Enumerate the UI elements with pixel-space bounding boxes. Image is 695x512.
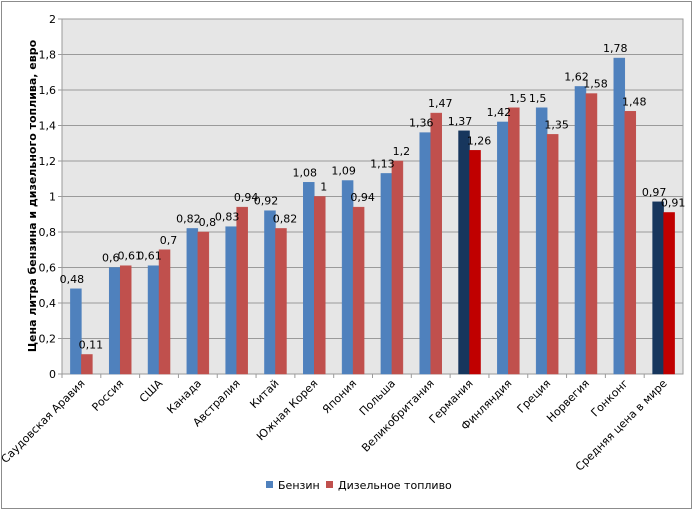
y-tick-label: 1,4: [39, 120, 57, 133]
data-label: 1,78: [603, 42, 628, 55]
bar-petrol: [186, 228, 199, 375]
y-tick-label: 0,6: [39, 262, 57, 275]
bar-diesel: [430, 112, 442, 375]
legend-label-diesel: Дизельное топливо: [338, 479, 452, 492]
bar-diesel: [119, 265, 132, 375]
data-label: 1,5: [509, 92, 527, 105]
bar-diesel: [546, 134, 559, 375]
bar-diesel: [236, 206, 248, 375]
data-label: 1,2: [393, 145, 411, 158]
category-label: США: [137, 377, 166, 406]
data-label: 0,91: [661, 196, 686, 209]
bar-diesel: [508, 107, 520, 375]
bars: [70, 57, 675, 375]
y-tick-label: 0,2: [39, 333, 57, 346]
x-axis-categories: Саудовская Аравия Россия США КанадаАвстрали…: [0, 377, 670, 474]
legend: Бензин Дизельное топливо: [266, 479, 452, 492]
bar-diesel: [352, 206, 365, 375]
data-label: 1,48: [622, 95, 647, 108]
category-label: Саудовская Аравия: [0, 377, 88, 466]
data-label: 1,26: [467, 134, 492, 147]
data-label: 1,08: [293, 166, 318, 179]
bar-petrol: [341, 180, 354, 375]
category-label: Норвегия: [544, 377, 592, 425]
bar-diesel: [391, 160, 404, 375]
data-label: 0,97: [642, 186, 667, 199]
bar-petrol: [70, 288, 82, 375]
data-label: 1,62: [564, 70, 589, 83]
y-tick-label: 1,2: [39, 155, 57, 168]
data-label: 1,5: [529, 92, 547, 105]
bar-petrol: [419, 132, 431, 375]
bar-petrol: [458, 130, 470, 375]
data-label: 0,6: [102, 252, 120, 265]
bar-petrol: [147, 265, 160, 375]
bar-diesel: [275, 228, 287, 375]
data-label: 0,7: [160, 234, 178, 247]
data-label: 1,42: [487, 106, 512, 119]
bar-diesel: [81, 354, 93, 375]
y-tick-label: 2: [49, 13, 56, 26]
data-label: 1,47: [428, 97, 453, 110]
bar-petrol: [380, 173, 393, 375]
legend-swatch-petrol: [266, 481, 273, 488]
data-label: 0,8: [199, 216, 217, 229]
bar-petrol: [574, 86, 587, 375]
bar-diesel: [469, 150, 481, 375]
category-label: Греция: [515, 377, 554, 416]
data-label: 1,37: [448, 115, 473, 128]
data-label: 1,58: [583, 78, 608, 91]
data-label: 0,82: [176, 212, 201, 225]
bar-petrol: [497, 121, 509, 375]
bar-petrol: [225, 226, 237, 375]
y-axis-title: Цена литра бензина и дизельного топлива,…: [26, 39, 39, 352]
y-tick-label: 0,8: [39, 226, 57, 239]
data-label: 0,61: [137, 250, 162, 263]
data-label: 0,92: [254, 195, 279, 208]
bar-petrol: [535, 107, 548, 375]
y-tick-label: 1,8: [39, 49, 57, 62]
bar-diesel: [624, 111, 637, 375]
data-label: 1: [320, 181, 327, 194]
data-label: 0,82: [273, 212, 298, 225]
data-label: 1,13: [370, 157, 395, 170]
data-label: 0,48: [60, 273, 85, 286]
y-tick-label: 0,4: [39, 297, 57, 310]
bar-diesel: [585, 93, 598, 375]
data-label: 0,11: [79, 338, 104, 351]
legend-label-petrol: Бензин: [278, 479, 320, 492]
bar-diesel: [663, 212, 675, 375]
category-label: Япония: [320, 377, 359, 416]
category-label: Канада: [164, 377, 203, 416]
data-label: 1,35: [544, 118, 569, 131]
data-label: 0,94: [350, 191, 375, 204]
y-tick-label: 0: [49, 368, 56, 381]
data-label: 0,94: [234, 191, 259, 204]
legend-swatch-diesel: [326, 481, 333, 488]
bar-petrol: [108, 267, 121, 375]
bar-petrol: [652, 201, 664, 375]
data-label: 0,83: [215, 211, 240, 224]
category-label: Китай: [247, 377, 281, 411]
data-labels: 0,480,110,60,610,610,70,820,80,830,940,9…: [60, 42, 686, 351]
bar-diesel: [197, 231, 210, 375]
y-tick-label: 1: [49, 191, 56, 204]
bar-diesel: [158, 249, 171, 375]
data-label: 1,36: [409, 117, 434, 130]
bar-petrol: [264, 210, 276, 375]
y-tick-label: 1,6: [39, 84, 57, 97]
category-label: Великобритания: [359, 377, 437, 455]
data-label: 0,61: [117, 250, 142, 263]
y-axis-ticks: 0 0,2 0,4 0,6 0,8 1 1,2 1,4 1,6 1,8 2: [39, 13, 57, 381]
category-label: Россия: [89, 377, 126, 414]
bar-petrol: [303, 182, 315, 375]
data-label: 1,09: [331, 165, 356, 178]
bar-diesel: [314, 196, 326, 375]
